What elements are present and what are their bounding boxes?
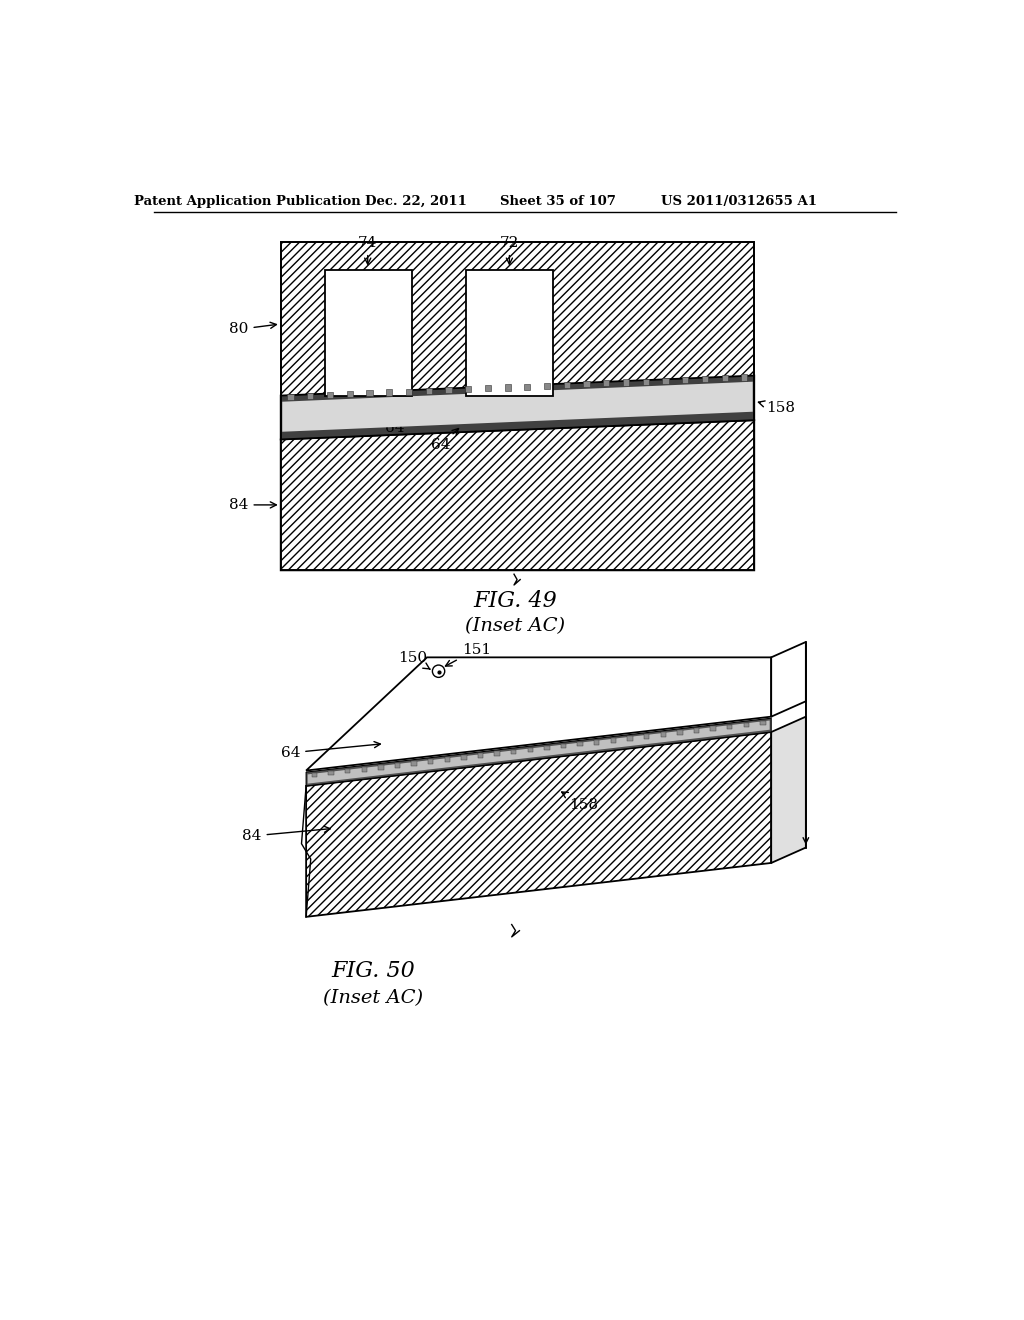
Polygon shape [527, 747, 534, 752]
Polygon shape [426, 388, 432, 393]
Polygon shape [663, 378, 669, 384]
Polygon shape [701, 376, 708, 383]
Polygon shape [564, 381, 570, 388]
Text: US 2011/0312655 A1: US 2011/0312655 A1 [660, 195, 817, 209]
Polygon shape [325, 271, 412, 396]
Polygon shape [727, 725, 732, 729]
Polygon shape [544, 383, 550, 389]
Polygon shape [329, 771, 334, 775]
Polygon shape [628, 737, 633, 741]
Text: (Inset AC): (Inset AC) [466, 618, 565, 635]
Polygon shape [367, 391, 373, 396]
Polygon shape [406, 388, 412, 395]
Polygon shape [327, 392, 333, 399]
Polygon shape [495, 751, 500, 756]
Text: 158: 158 [561, 792, 598, 812]
Text: FIG. 49: FIG. 49 [474, 590, 557, 612]
Polygon shape [505, 384, 511, 391]
Polygon shape [306, 718, 771, 785]
Bar [281, 242, 755, 570]
Circle shape [432, 665, 444, 677]
Polygon shape [722, 375, 728, 381]
Polygon shape [283, 381, 753, 432]
Text: 84: 84 [229, 498, 276, 512]
Polygon shape [643, 379, 649, 384]
Polygon shape [524, 384, 530, 389]
Text: 64: 64 [281, 742, 380, 760]
Polygon shape [281, 376, 755, 440]
Polygon shape [660, 733, 666, 737]
Polygon shape [378, 766, 384, 770]
Polygon shape [545, 746, 550, 750]
Polygon shape [741, 375, 748, 380]
Polygon shape [306, 657, 771, 771]
Polygon shape [644, 734, 649, 739]
Text: Patent Application Publication: Patent Application Publication [134, 195, 361, 209]
Text: FIG. 50: FIG. 50 [331, 960, 415, 982]
Polygon shape [281, 420, 755, 570]
Polygon shape [578, 742, 583, 747]
Text: 158: 158 [759, 401, 795, 416]
Polygon shape [760, 721, 766, 725]
Polygon shape [682, 378, 688, 383]
Polygon shape [603, 380, 609, 387]
Polygon shape [307, 721, 770, 784]
Polygon shape [428, 759, 433, 764]
Polygon shape [444, 758, 450, 762]
Text: 74: 74 [358, 236, 378, 264]
Text: 72: 72 [500, 236, 519, 264]
Polygon shape [461, 755, 467, 760]
Polygon shape [307, 393, 313, 399]
Polygon shape [484, 385, 490, 392]
Polygon shape [623, 379, 629, 385]
Polygon shape [347, 391, 353, 397]
Polygon shape [610, 738, 616, 743]
Text: 64: 64 [431, 429, 459, 453]
Polygon shape [345, 768, 350, 774]
Polygon shape [466, 271, 553, 396]
Polygon shape [311, 772, 317, 777]
Polygon shape [711, 726, 716, 731]
Polygon shape [465, 385, 471, 392]
Polygon shape [771, 717, 806, 863]
Polygon shape [288, 393, 294, 400]
Text: Sheet 35 of 107: Sheet 35 of 107 [500, 195, 615, 209]
Polygon shape [771, 642, 806, 717]
Text: 84: 84 [243, 826, 331, 843]
Polygon shape [743, 722, 749, 727]
Polygon shape [281, 242, 755, 396]
Polygon shape [412, 762, 417, 766]
Polygon shape [594, 741, 599, 744]
Text: 64: 64 [385, 413, 406, 434]
Polygon shape [395, 763, 400, 768]
Polygon shape [478, 754, 483, 758]
Polygon shape [445, 387, 452, 393]
Polygon shape [677, 730, 683, 735]
Text: 151: 151 [445, 643, 490, 667]
Polygon shape [386, 389, 392, 396]
Polygon shape [306, 733, 771, 917]
Polygon shape [694, 729, 699, 733]
Text: 80: 80 [229, 322, 276, 337]
Polygon shape [361, 767, 367, 771]
Polygon shape [561, 743, 566, 748]
Text: (Inset AC): (Inset AC) [323, 989, 423, 1007]
Text: Dec. 22, 2011: Dec. 22, 2011 [365, 195, 466, 209]
Polygon shape [511, 750, 516, 754]
Polygon shape [584, 381, 590, 387]
Text: 150: 150 [397, 651, 430, 669]
